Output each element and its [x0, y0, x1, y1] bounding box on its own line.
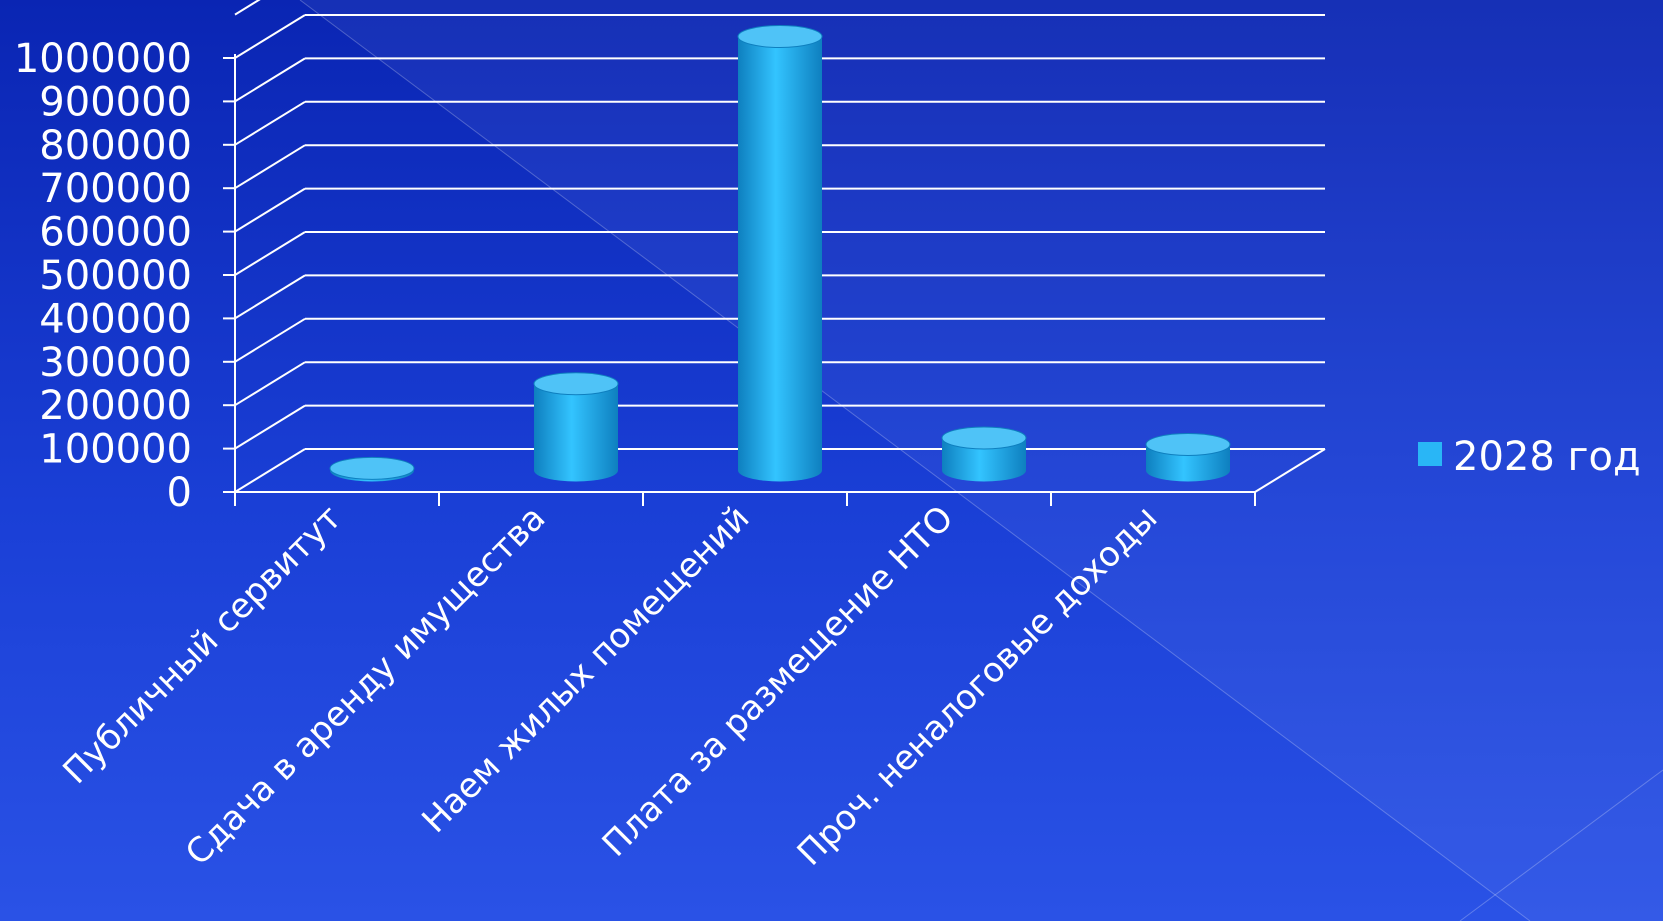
legend: 2028 год [1418, 434, 1641, 480]
gridline [234, 274, 306, 320]
bar [737, 25, 823, 482]
y-tick-label: 500000 [39, 253, 192, 299]
bars [329, 25, 1231, 482]
background-decoration-line [1459, 769, 1663, 921]
gridline [234, 144, 306, 190]
bar [941, 426, 1027, 482]
x-tick-label: Сдача в аренду имущества [178, 498, 553, 873]
legend-swatch [1418, 442, 1442, 466]
gridline [234, 0, 261, 16]
bar [1145, 432, 1231, 482]
x-tick-label: Наем жилых помещений [414, 498, 757, 841]
bar-body [534, 383, 618, 482]
y-tick-label: 1000000 [14, 36, 192, 82]
y-tick-labels: 0100000200000300000400000500000600000700… [14, 36, 192, 516]
gridline [234, 361, 306, 407]
x-tick-label: Проч. неналоговые доходы [790, 498, 1166, 874]
bar-top [1145, 432, 1231, 456]
gridline [234, 187, 306, 233]
y-tick-label: 200000 [39, 383, 192, 429]
y-tick-label: 100000 [39, 427, 192, 473]
gridline [234, 317, 306, 363]
bar [329, 456, 415, 482]
legend-label: 2028 год [1453, 434, 1641, 480]
bar-top [941, 426, 1027, 450]
gridline [234, 100, 306, 146]
x-tick-label: Плата за размещение НТО [595, 498, 962, 865]
gridline [234, 231, 306, 276]
gridline [234, 404, 306, 450]
gridline [234, 14, 306, 59]
gridline [234, 57, 306, 103]
y-tick-label: 0 [167, 470, 192, 516]
axes [223, 54, 1326, 506]
background-decoration-line [299, 0, 1531, 921]
y-tick-label: 900000 [39, 79, 192, 125]
bar-top [533, 372, 619, 396]
y-tick-label: 700000 [39, 166, 192, 212]
y-tick-label: 600000 [39, 210, 192, 256]
bar-top [737, 25, 823, 48]
y-tick-label: 300000 [39, 340, 192, 386]
y-tick-label: 800000 [39, 123, 192, 169]
bar-top [329, 456, 415, 480]
bar [533, 372, 619, 482]
bar-body [942, 437, 1026, 482]
y-tick-label: 400000 [39, 296, 192, 342]
gridline [234, 448, 306, 493]
bar-body [738, 36, 822, 482]
floor-edge [1254, 448, 1326, 493]
